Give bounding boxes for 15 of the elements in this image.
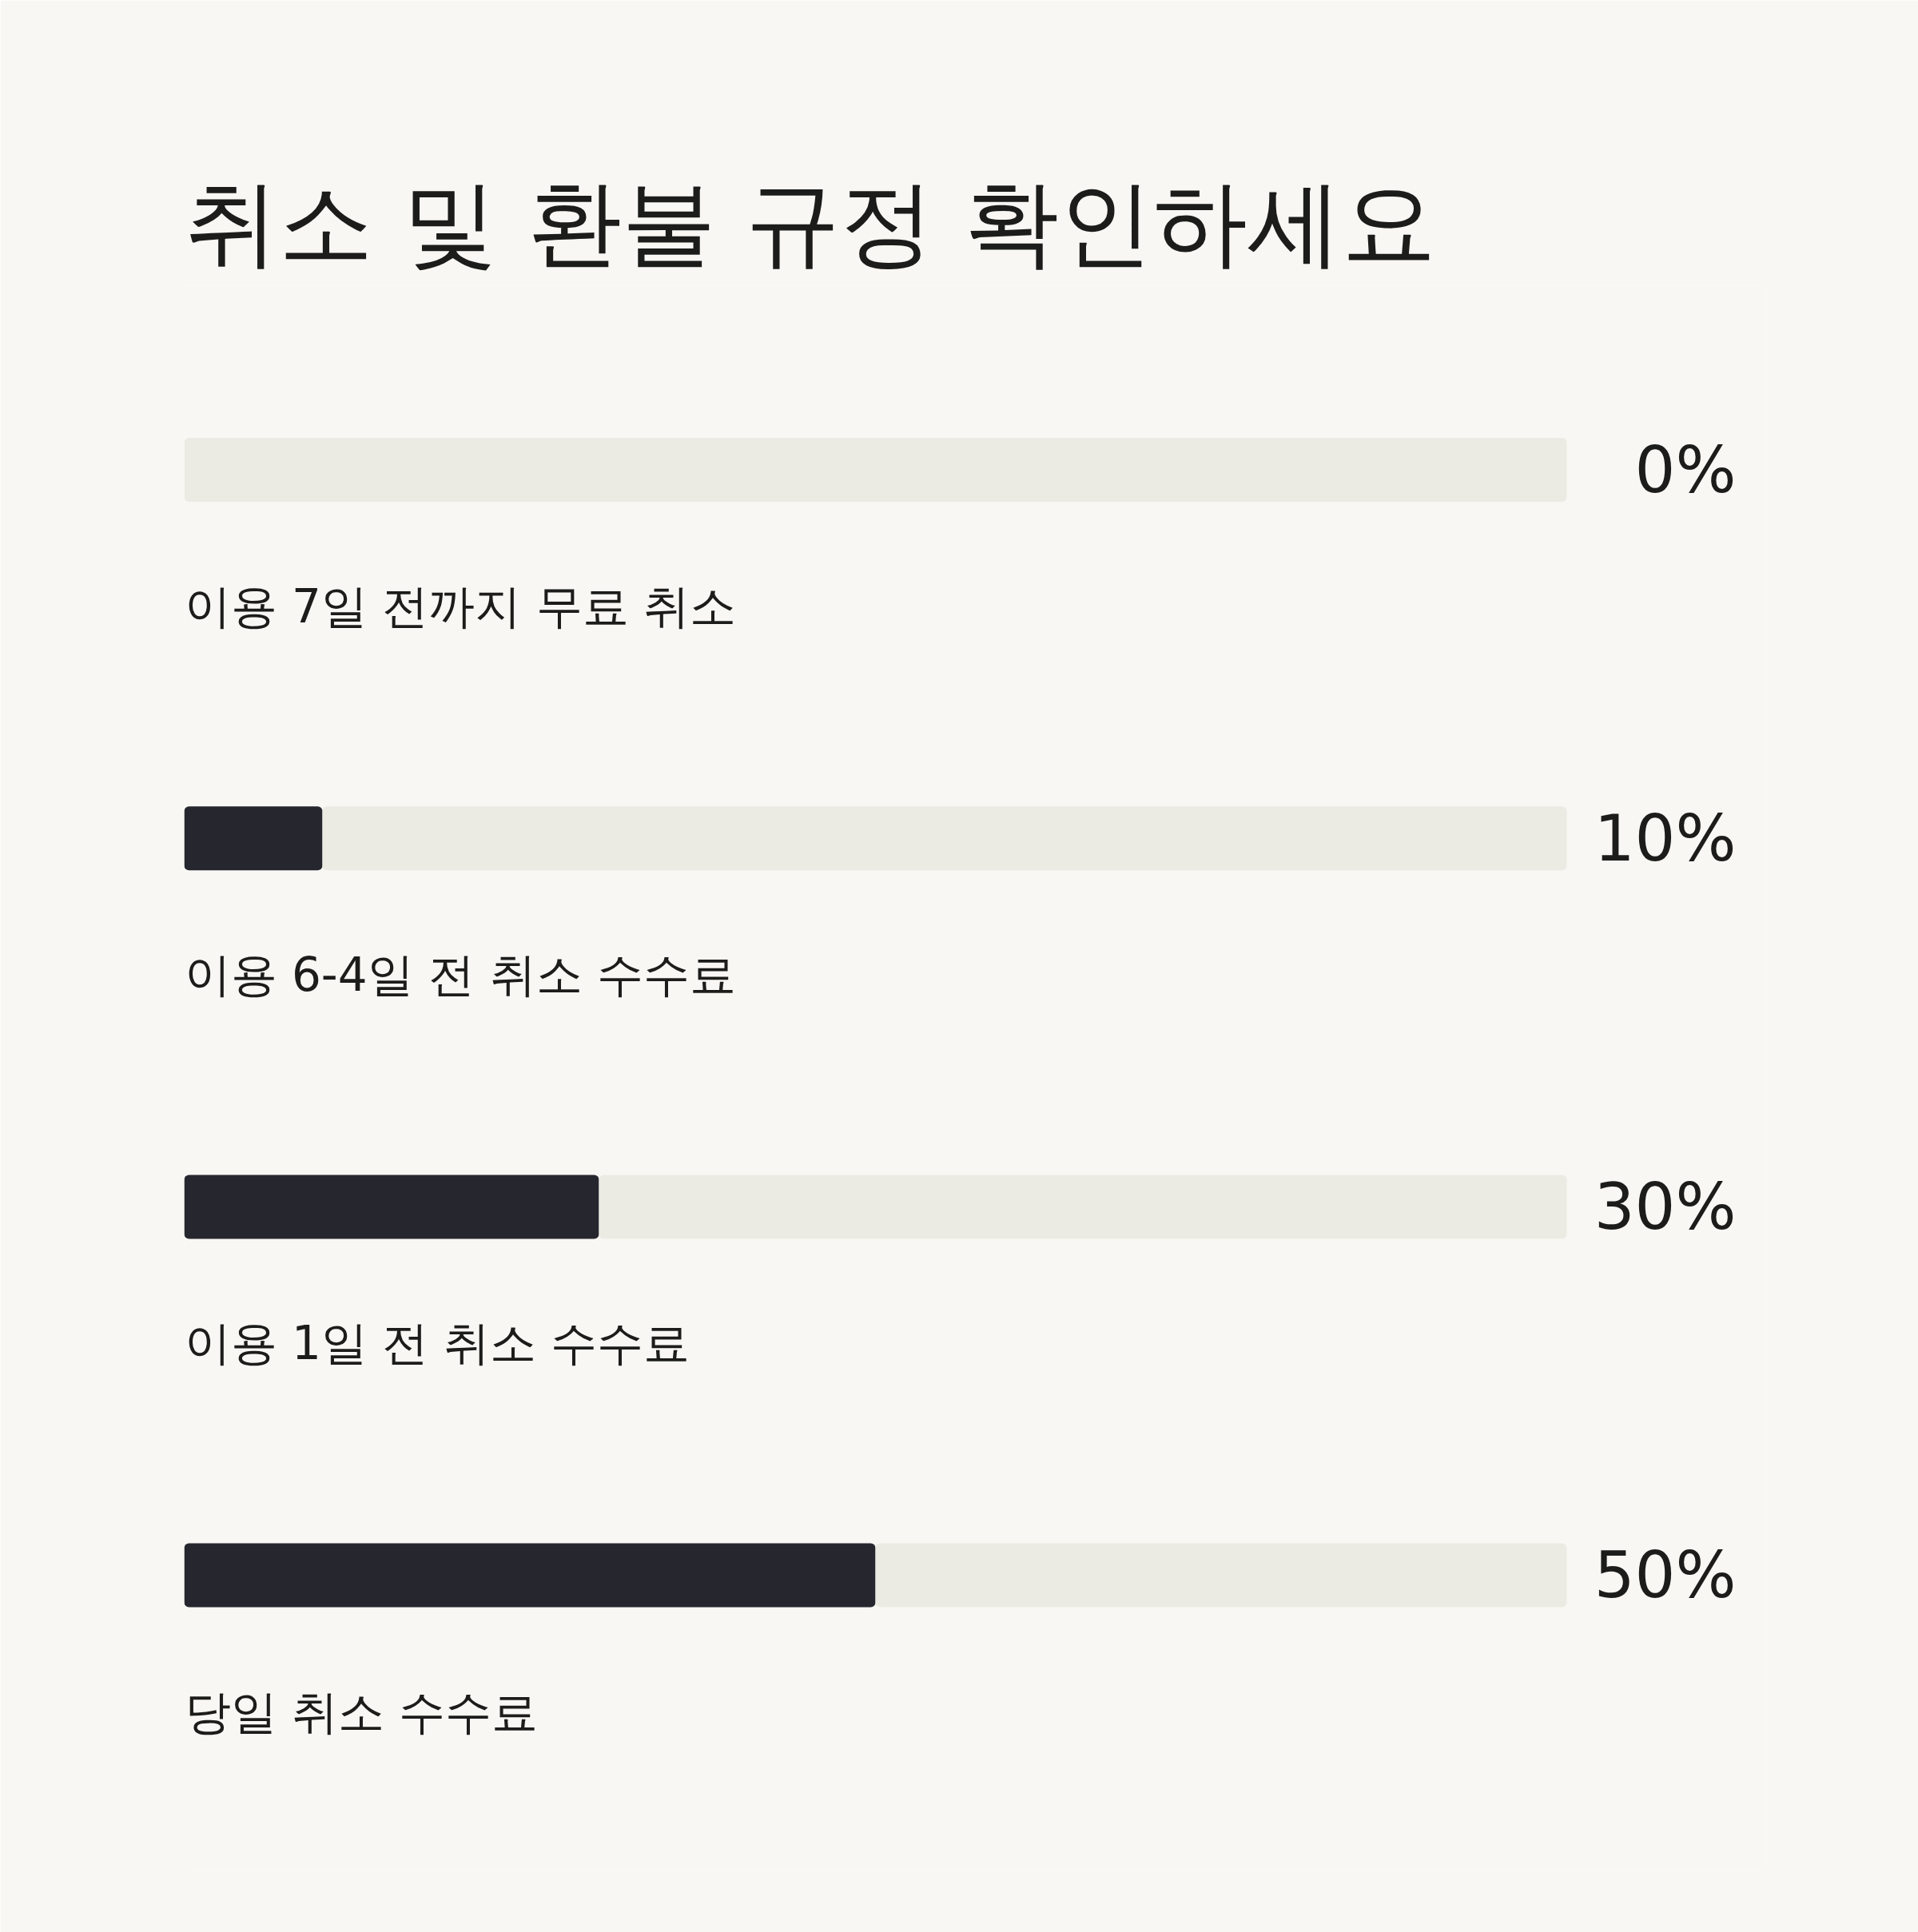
data-label: 0% bbox=[1634, 432, 1737, 507]
data-label: 10% bbox=[1594, 801, 1737, 876]
data-label: 30% bbox=[1594, 1169, 1737, 1244]
y-tick-label: 이용 6-4일 전 취소 수수료 bbox=[184, 948, 736, 1003]
bar bbox=[875, 1543, 1567, 1608]
bar bbox=[599, 1175, 1567, 1239]
bar bbox=[322, 806, 1567, 871]
chart-title: 취소 및 환불 규정 확인하세요 bbox=[184, 167, 1436, 278]
bar bbox=[184, 1543, 876, 1608]
bar bbox=[184, 1175, 599, 1239]
y-tick-label: 이용 1일 전 취소 수수료 bbox=[184, 1316, 690, 1371]
bar bbox=[184, 806, 323, 871]
data-label: 50% bbox=[1594, 1538, 1737, 1613]
y-tick-label: 당일 취소 수수료 bbox=[184, 1684, 539, 1739]
y-tick-label: 이용 7일 전까지 무료 취소 bbox=[184, 579, 737, 634]
